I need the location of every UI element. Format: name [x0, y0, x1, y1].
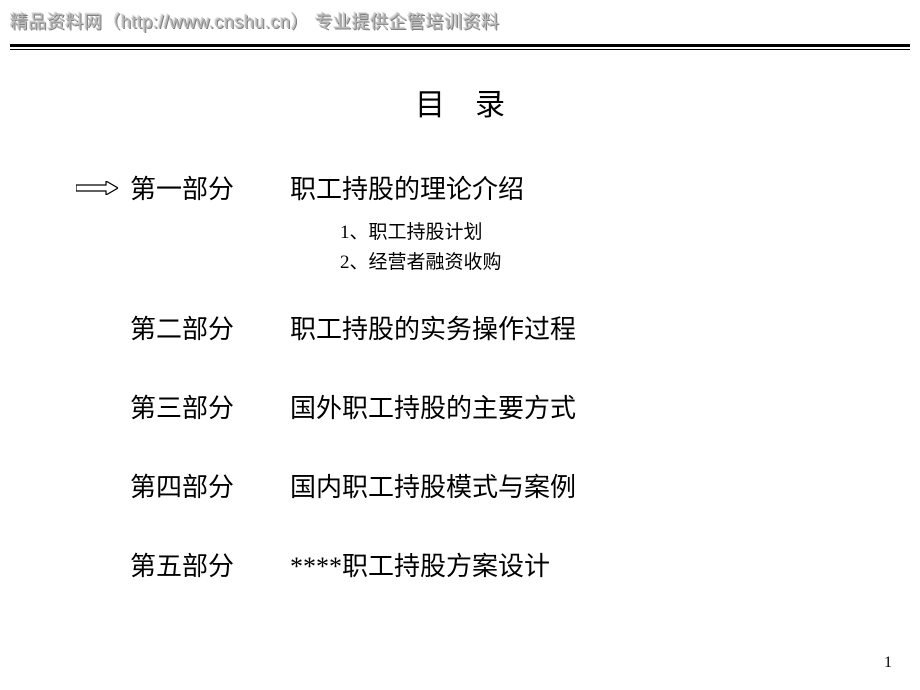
section-title: 国外职工持股的主要方式	[290, 388, 576, 425]
section-row: 第五部分 ****职工持股方案设计	[60, 546, 860, 583]
section-label: 第三部分	[130, 388, 290, 425]
section-row: 第一部分 职工持股的理论介绍	[60, 169, 860, 206]
section-5: 第五部分 ****职工持股方案设计	[60, 546, 860, 583]
page-title: 目录	[60, 80, 860, 124]
section-row: 第四部分 国内职工持股模式与案例	[60, 467, 860, 504]
section-title: 职工持股的理论介绍	[290, 169, 524, 206]
section-2: 第二部分 职工持股的实务操作过程	[60, 309, 860, 346]
sub-item: 2、经营者融资收购	[340, 248, 860, 278]
section-row: 第三部分 国外职工持股的主要方式	[60, 388, 860, 425]
divider-thick	[10, 44, 910, 47]
sub-items: 1、职工持股计划 2、经营者融资收购	[340, 218, 860, 279]
section-row: 第二部分 职工持股的实务操作过程	[60, 309, 860, 346]
section-title: 职工持股的实务操作过程	[290, 309, 576, 346]
section-1: 第一部分 职工持股的理论介绍 1、职工持股计划 2、经营者融资收购	[60, 169, 860, 279]
header-watermark-text: 精品资料网（http://www.cnshu.cn） 专业提供企管培训资料	[10, 12, 500, 32]
section-label: 第二部分	[130, 309, 290, 346]
section-label: 第四部分	[130, 467, 290, 504]
section-label: 第五部分	[130, 546, 290, 583]
sub-item: 1、职工持股计划	[340, 218, 860, 248]
arrow-right-icon	[76, 181, 118, 195]
section-title: 国内职工持股模式与案例	[290, 467, 576, 504]
arrow-cell	[60, 181, 130, 195]
section-title: ****职工持股方案设计	[290, 546, 550, 583]
section-4: 第四部分 国内职工持股模式与案例	[60, 467, 860, 504]
page-number: 1	[884, 654, 892, 672]
content-area: 目录 第一部分 职工持股的理论介绍 1、职工持股计划 2、经营者融资收购 第二部…	[0, 50, 920, 583]
section-3: 第三部分 国外职工持股的主要方式	[60, 388, 860, 425]
page-header: 精品资料网（http://www.cnshu.cn） 专业提供企管培训资料	[0, 0, 920, 40]
section-label: 第一部分	[130, 169, 290, 206]
